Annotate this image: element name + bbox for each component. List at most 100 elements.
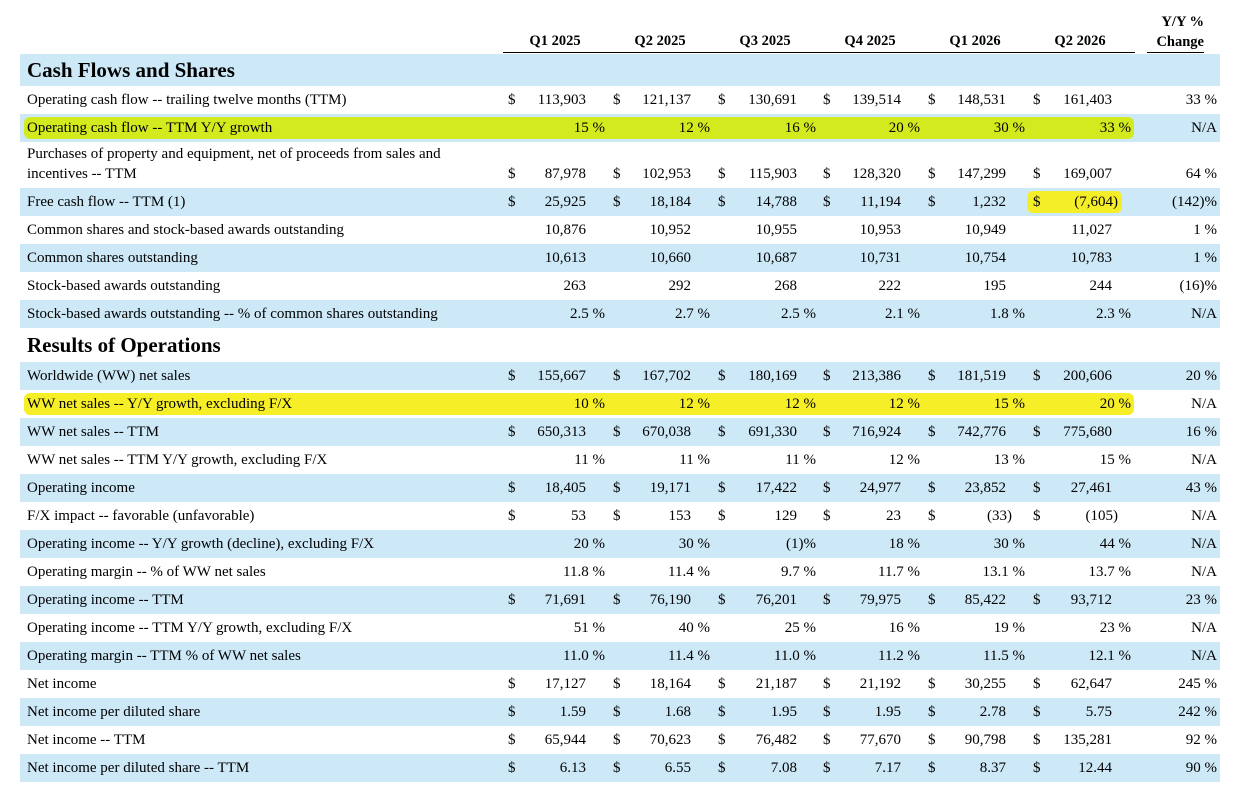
row-label: Purchases of property and equipment, net…	[27, 146, 441, 162]
currency-sign: $	[823, 92, 831, 108]
cell-value: 79,975	[859, 592, 901, 608]
currency-sign: $	[718, 732, 726, 748]
row-label: Operating income -- Y/Y growth (decline)…	[27, 536, 375, 552]
currency-sign: $	[508, 424, 516, 440]
cell-value: 1.95	[770, 704, 797, 720]
stripe	[20, 754, 1220, 782]
currency-sign: $	[928, 194, 936, 210]
cell-value: 18,405	[544, 480, 586, 496]
cell-value: 742,776	[957, 424, 1006, 440]
cell-value: 128,320	[852, 166, 901, 182]
cell-value: 15 %	[1099, 452, 1131, 468]
currency-sign: $	[823, 508, 831, 524]
cell-value: 11.7 %	[878, 564, 920, 580]
cell-value: 115,903	[748, 166, 797, 182]
row-label: Operating income	[27, 480, 135, 496]
currency-sign: $	[613, 704, 621, 720]
currency-sign: $	[718, 704, 726, 720]
change-value: 242 %	[1178, 704, 1217, 720]
highlight	[24, 393, 1134, 415]
currency-sign: $	[613, 424, 621, 440]
change-value: 43 %	[1185, 480, 1217, 496]
row-label: Worldwide (WW) net sales	[27, 368, 191, 384]
change-value: N/A	[1191, 508, 1217, 524]
cell-value: 23	[886, 508, 901, 524]
cell-value: 90,798	[964, 732, 1006, 748]
change-value: (16)%	[1179, 278, 1218, 294]
cell-value: 1.8 %	[990, 306, 1025, 322]
currency-sign: $	[928, 166, 936, 182]
cell-value: 10,952	[649, 222, 691, 238]
cell-value: 23,852	[964, 480, 1006, 496]
cell-value: 213,386	[852, 368, 901, 384]
cell-value: 30,255	[964, 676, 1006, 692]
row-label: Net income per diluted share -- TTM	[27, 760, 250, 776]
cell-value: 7.08	[770, 760, 797, 776]
cell-value: 11,194	[860, 194, 901, 210]
currency-sign: $	[1033, 166, 1041, 182]
change-value: 1 %	[1193, 250, 1217, 266]
currency-sign: $	[508, 704, 516, 720]
cell-value: 20 %	[1099, 396, 1131, 412]
stripe	[20, 244, 1220, 272]
row-label: Operating income -- TTM Y/Y growth, excl…	[27, 620, 353, 636]
currency-sign: $	[718, 508, 726, 524]
section-title: Results of Operations	[27, 333, 221, 357]
header-rule	[1147, 52, 1204, 53]
cell-value: 76,190	[649, 592, 691, 608]
cell-value: 180,169	[748, 368, 797, 384]
change-value: 33 %	[1185, 92, 1217, 108]
row-label: WW net sales -- Y/Y growth, excluding F/…	[27, 396, 293, 412]
cell-value: 44 %	[1099, 536, 1131, 552]
currency-sign: $	[928, 732, 936, 748]
cell-value: 121,137	[642, 92, 691, 108]
cell-value: 30 %	[678, 536, 710, 552]
currency-sign: $	[1033, 480, 1041, 496]
stripe	[20, 300, 1220, 328]
currency-sign: $	[823, 166, 831, 182]
highlight	[1027, 191, 1122, 213]
currency-sign: $	[1033, 92, 1041, 108]
row-label: WW net sales -- TTM Y/Y growth, excludin…	[27, 452, 328, 468]
cell-value: 2.7 %	[675, 306, 710, 322]
cell-value: 12 %	[888, 396, 920, 412]
currency-sign: $	[1033, 424, 1041, 440]
currency-sign: $	[1033, 368, 1041, 384]
cell-value: 87,978	[544, 166, 586, 182]
cell-value: 148,531	[957, 92, 1006, 108]
cell-value: 51 %	[573, 620, 605, 636]
cell-value: 30 %	[993, 536, 1025, 552]
cell-value: 8.37	[979, 760, 1006, 776]
currency-sign: $	[718, 166, 726, 182]
currency-sign: $	[928, 480, 936, 496]
cell-value: 76,482	[755, 732, 797, 748]
currency-sign: $	[718, 480, 726, 496]
currency-sign: $	[613, 368, 621, 384]
row-label: Operating cash flow -- TTM Y/Y growth	[27, 120, 273, 136]
stripe	[20, 418, 1220, 446]
change-value: 92 %	[1185, 732, 1217, 748]
cell-value: 113,903	[537, 92, 586, 108]
header-rule	[503, 52, 1135, 53]
column-header: Q2 2026	[1054, 33, 1106, 49]
cell-value: (7,604)	[1074, 194, 1118, 210]
change-value: N/A	[1191, 620, 1217, 636]
currency-sign: $	[1033, 760, 1041, 776]
cell-value: 11 %	[785, 452, 816, 468]
currency-sign: $	[823, 676, 831, 692]
cell-value: 7.17	[874, 760, 901, 776]
cell-value: 153	[668, 508, 692, 524]
currency-sign: $	[508, 508, 516, 524]
currency-sign: $	[613, 760, 621, 776]
cell-value: 5.75	[1085, 704, 1112, 720]
row-label: Operating margin -- TTM % of WW net sale…	[27, 648, 301, 664]
cell-value: 195	[983, 278, 1007, 294]
stripe	[20, 698, 1220, 726]
cell-value: 1.95	[874, 704, 901, 720]
change-value: 1 %	[1193, 222, 1217, 238]
change-value: N/A	[1191, 536, 1217, 552]
cell-value: 2.5 %	[781, 306, 816, 322]
stripe	[20, 474, 1220, 502]
cell-value: 13.7 %	[1088, 564, 1132, 580]
